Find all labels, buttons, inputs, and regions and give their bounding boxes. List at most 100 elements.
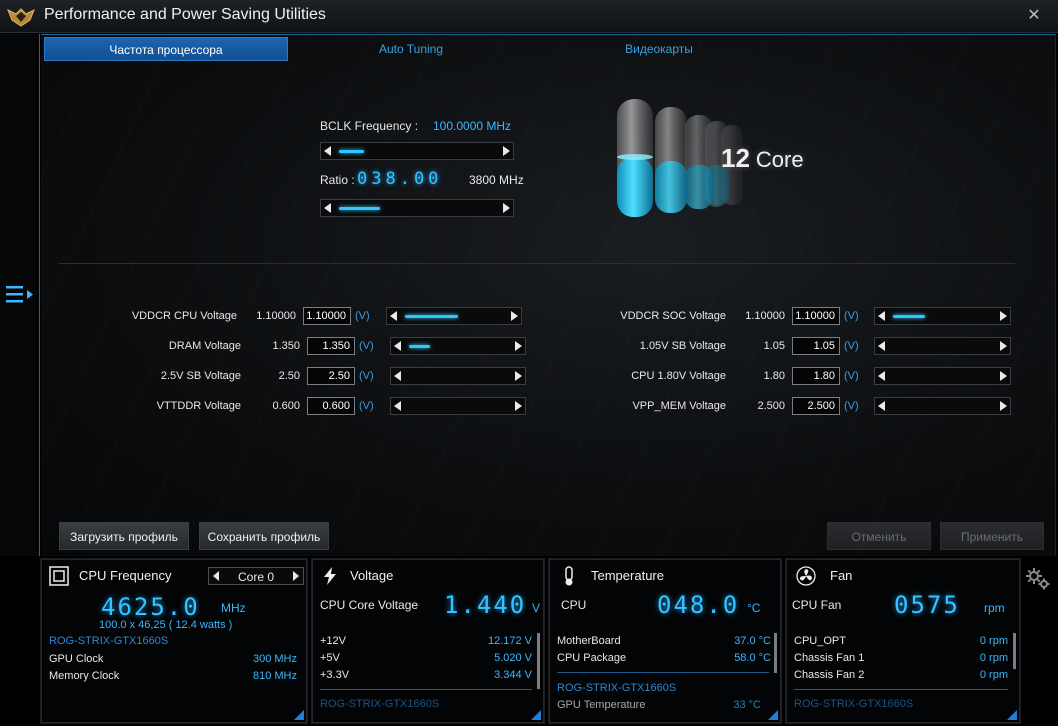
vddcr-soc-voltage-label: VDDCR SOC Voltage [620, 310, 726, 322]
core-number: 12 [721, 143, 750, 173]
thermometer-icon [565, 566, 573, 586]
2-5v-sb-voltage-input[interactable]: 2.50 [307, 367, 355, 385]
slider-left-arrow-icon[interactable] [324, 146, 331, 156]
vddcr-soc-voltage-slider[interactable] [874, 307, 1011, 325]
vddcr-cpu-voltage-unit: (V) [355, 310, 370, 322]
dram-voltage-unit: (V) [359, 340, 374, 352]
cpu-opt-label: CPU_OPT [794, 635, 846, 647]
slider-right-arrow-icon[interactable] [515, 341, 522, 351]
cpu-fan-value: 0575 [894, 591, 960, 619]
memory-clock-label: Memory Clock [49, 670, 120, 682]
scrollbar[interactable] [537, 633, 540, 689]
slider-right-arrow-icon[interactable] [515, 371, 522, 381]
slider-fill [339, 207, 380, 210]
chevron-right-icon[interactable] [293, 571, 299, 581]
ratio-value: 038.00 [357, 169, 443, 189]
slider-left-arrow-icon[interactable] [394, 401, 401, 411]
temperature-panel: Temperature CPU 048.0 °C MotherBoard 37.… [548, 558, 782, 724]
vpp-mem-voltage-slider[interactable] [874, 397, 1011, 415]
cpu-frequency-unit: MHz [221, 601, 246, 615]
slider-fill [405, 315, 458, 318]
vttddr-voltage-slider[interactable] [390, 397, 526, 415]
cpu-package-temp-value: 58.0 °C [734, 652, 771, 664]
load-profile-button[interactable]: Загрузить профиль [59, 522, 189, 550]
core-selector[interactable]: Core 0 [208, 567, 304, 585]
v33-value: 3.344 V [494, 669, 532, 681]
gpu-section-title: ROG-STRIX-GTX1660S [557, 682, 677, 694]
slider-right-arrow-icon[interactable] [1000, 311, 1007, 321]
motherboard-temp-value: 37.0 °C [734, 635, 771, 647]
slider-left-arrow-icon[interactable] [878, 311, 885, 321]
cpu-temp-value: 048.0 [657, 591, 740, 619]
slider-right-arrow-icon[interactable] [503, 203, 510, 213]
vttddr-voltage-unit: (V) [359, 400, 374, 412]
cpu-core-voltage-unit: V [532, 601, 541, 615]
dram-voltage-slider[interactable] [390, 337, 526, 355]
slider-left-arrow-icon[interactable] [324, 203, 331, 213]
bclk-frequency-label: BCLK Frequency : [320, 119, 419, 133]
cancel-button[interactable]: Отменить [827, 522, 931, 550]
cpu-frequency-value: 4625.0 [101, 593, 200, 621]
dram-voltage-current-value: 1.350 [272, 340, 300, 352]
slider-right-arrow-icon[interactable] [511, 311, 518, 321]
slider-left-arrow-icon[interactable] [878, 401, 885, 411]
save-profile-button[interactable]: Сохранить профиль [199, 522, 329, 550]
tab-bar: Частота процессора Auto Tuning Видеокарт… [44, 37, 1054, 61]
expand-corner-icon[interactable] [531, 710, 541, 720]
1-05v-sb-voltage-slider[interactable] [874, 337, 1011, 355]
cpu-frequency-panel: CPU Frequency Core 0 4625.0 MHz 100.0 x … [40, 558, 308, 724]
cpu-1-80v-voltage-input[interactable]: 1.80 [792, 367, 840, 385]
vddcr-soc-voltage-input[interactable]: 1.10000 [792, 307, 840, 325]
slider-right-arrow-icon[interactable] [1000, 371, 1007, 381]
2-5v-sb-voltage-slider[interactable] [390, 367, 526, 385]
slider-right-arrow-icon[interactable] [1000, 341, 1007, 351]
title-bar: Performance and Power Saving Utilities ✕ [0, 0, 1058, 33]
2-5v-sb-voltage-unit: (V) [359, 370, 374, 382]
tab-graphics-cards[interactable]: Видеокарты [625, 42, 693, 56]
expand-corner-icon[interactable] [768, 710, 778, 720]
slider-left-arrow-icon[interactable] [394, 341, 401, 351]
apply-button[interactable]: Применить [940, 522, 1044, 550]
slider-left-arrow-icon[interactable] [394, 371, 401, 381]
expand-corner-icon[interactable] [1007, 710, 1017, 720]
scrollbar[interactable] [1013, 633, 1016, 669]
gpu-temp-value: 33 °C [733, 699, 761, 711]
cpu-opt-value: 0 rpm [979, 635, 1008, 647]
slider-right-arrow-icon[interactable] [1000, 401, 1007, 411]
vddcr-cpu-voltage-label: VDDCR CPU Voltage [131, 310, 237, 322]
expand-corner-icon[interactable] [294, 710, 304, 720]
tab-auto-tuning[interactable]: Auto Tuning [378, 42, 444, 56]
gear-icon[interactable] [1024, 566, 1052, 592]
vttddr-voltage-input[interactable]: 0.600 [307, 397, 355, 415]
slider-left-arrow-icon[interactable] [878, 341, 885, 351]
vpp-mem-voltage-input[interactable]: 2.500 [792, 397, 840, 415]
slider-left-arrow-icon[interactable] [878, 371, 885, 381]
chevron-left-icon[interactable] [213, 571, 219, 581]
lightning-icon [324, 567, 336, 585]
1-05v-sb-voltage-input[interactable]: 1.05 [792, 337, 840, 355]
scrollbar[interactable] [774, 633, 777, 673]
dram-voltage-input[interactable]: 1.350 [307, 337, 355, 355]
tab-cpu-frequency[interactable]: Частота процессора [44, 37, 288, 61]
cpu-1-80v-voltage-current-value: 1.80 [763, 370, 785, 382]
vddcr-cpu-voltage-slider[interactable] [386, 307, 522, 325]
cpu-temp-unit: °C [747, 601, 761, 615]
ratio-slider[interactable] [320, 199, 514, 217]
slider-right-arrow-icon[interactable] [503, 146, 510, 156]
cpu-1-80v-voltage-slider[interactable] [874, 367, 1011, 385]
cpu-cores-graphic-icon [617, 99, 743, 217]
bclk-slider[interactable] [320, 142, 514, 160]
cpu-package-temp-label: CPU Package [557, 652, 627, 664]
cpu-core-voltage-label: CPU Core Voltage [320, 598, 419, 612]
vpp-mem-voltage-unit: (V) [844, 400, 859, 412]
left-sidebar [0, 34, 40, 556]
fan-icon [796, 566, 816, 586]
slider-right-arrow-icon[interactable] [515, 401, 522, 411]
vddcr-cpu-voltage-input[interactable]: 1.10000 [303, 307, 351, 325]
close-button[interactable]: ✕ [1024, 6, 1044, 26]
menu-expand-icon[interactable] [6, 284, 36, 306]
cpu-core-voltage-value: 1.440 [444, 591, 527, 619]
slider-left-arrow-icon[interactable] [390, 311, 397, 321]
gpu-temp-label: GPU Temperature [557, 699, 646, 711]
fan-panel: Fan CPU Fan 0575 rpm CPU_OPT 0 rpm Chass… [785, 558, 1021, 724]
